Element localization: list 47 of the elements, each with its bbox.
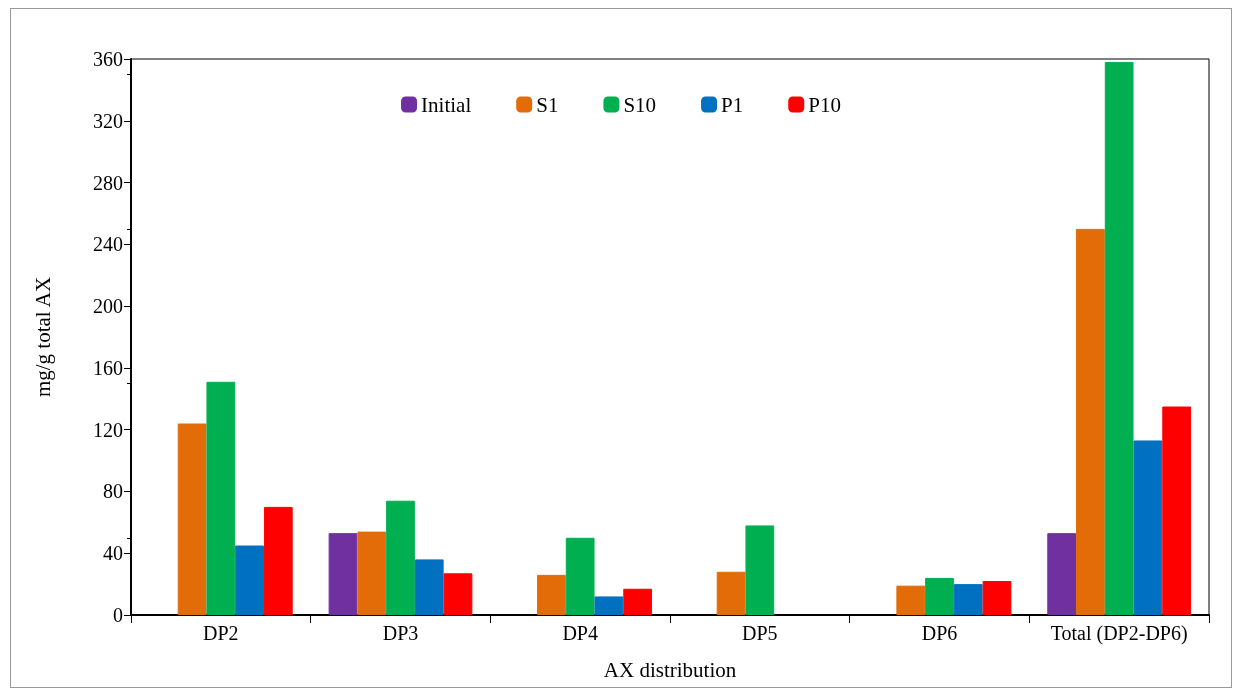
y-tick-label: 200 [92, 295, 123, 318]
bar [1046, 533, 1076, 615]
bar [443, 573, 472, 615]
bar [744, 525, 774, 615]
bar [1104, 62, 1134, 615]
y-tick-label: 240 [92, 233, 123, 256]
bar [356, 531, 386, 615]
y-tick-label: 160 [92, 356, 123, 379]
x-tick-label: Total (DP2-DP6) [1050, 622, 1188, 645]
bar [716, 571, 745, 615]
bar [622, 588, 652, 615]
y-tick-label: 280 [92, 171, 123, 194]
y-tick-label: 320 [92, 109, 123, 132]
bar [594, 596, 623, 615]
y-axis-title: mg/g total AX [30, 276, 54, 398]
bar [1133, 440, 1162, 615]
y-tick-label: 0 [112, 604, 123, 626]
legend-label: P1 [720, 92, 743, 117]
bar [328, 533, 357, 615]
y-tick-label: 120 [92, 418, 123, 441]
bar [205, 381, 235, 615]
bar [385, 500, 415, 615]
x-tick-label: DP6 [921, 622, 957, 644]
x-axis-title: AX distribution [603, 657, 737, 682]
y-tick-label: 40 [102, 542, 123, 565]
bar [1075, 228, 1105, 615]
legend-label: Initial [420, 92, 471, 117]
x-tick-label: DP2 [202, 622, 239, 644]
bar [177, 423, 206, 615]
legend-label: S1 [535, 92, 558, 117]
bar [234, 545, 264, 615]
bar [414, 559, 444, 615]
legend-label: S10 [622, 92, 656, 117]
bar [536, 574, 566, 615]
y-tick-label: 360 [92, 48, 123, 70]
x-tick-label: DP3 [382, 622, 418, 644]
bar [565, 537, 595, 615]
x-tick-label: DP5 [741, 622, 778, 644]
bar [263, 506, 293, 615]
bar [924, 577, 954, 615]
bar [982, 581, 1011, 615]
y-tick-label: 80 [102, 480, 123, 503]
x-tick-label: DP4 [561, 622, 598, 644]
bar [953, 584, 983, 615]
bar [1161, 406, 1191, 615]
legend-label: P10 [807, 92, 841, 117]
bar [895, 585, 925, 615]
